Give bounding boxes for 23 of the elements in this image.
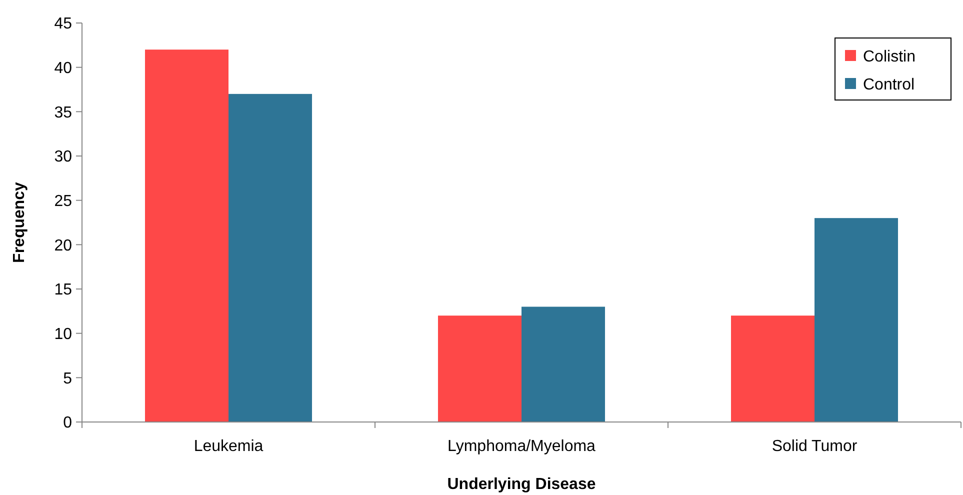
y-tick-label: 45: [54, 16, 72, 33]
bar: [814, 218, 898, 422]
x-tick-label: Solid Tumor: [772, 438, 858, 455]
bar: [730, 316, 814, 422]
y-tick-label: 15: [54, 282, 72, 299]
legend-label: Colistin: [863, 48, 916, 66]
y-tick-label: 5: [63, 370, 72, 388]
x-axis-title: Underlying Disease: [447, 476, 596, 493]
x-tick-label: Lymphoma/Myeloma: [448, 438, 596, 455]
bar: [144, 50, 228, 422]
y-tick-label: 40: [54, 60, 72, 77]
bar: [228, 94, 312, 422]
legend-label: Control: [863, 76, 915, 94]
y-tick-label: 0: [63, 414, 72, 432]
y-tick-label: 35: [54, 104, 72, 122]
y-tick-label: 10: [54, 326, 72, 343]
bar: [438, 316, 522, 422]
y-axis-title: Frequency: [11, 182, 28, 263]
y-tick-label: 20: [54, 237, 72, 254]
bar: [522, 306, 606, 422]
y-tick-label: 30: [54, 148, 72, 166]
y-tick-label: 25: [54, 192, 72, 210]
x-tick-label: Leukemia: [194, 438, 264, 455]
